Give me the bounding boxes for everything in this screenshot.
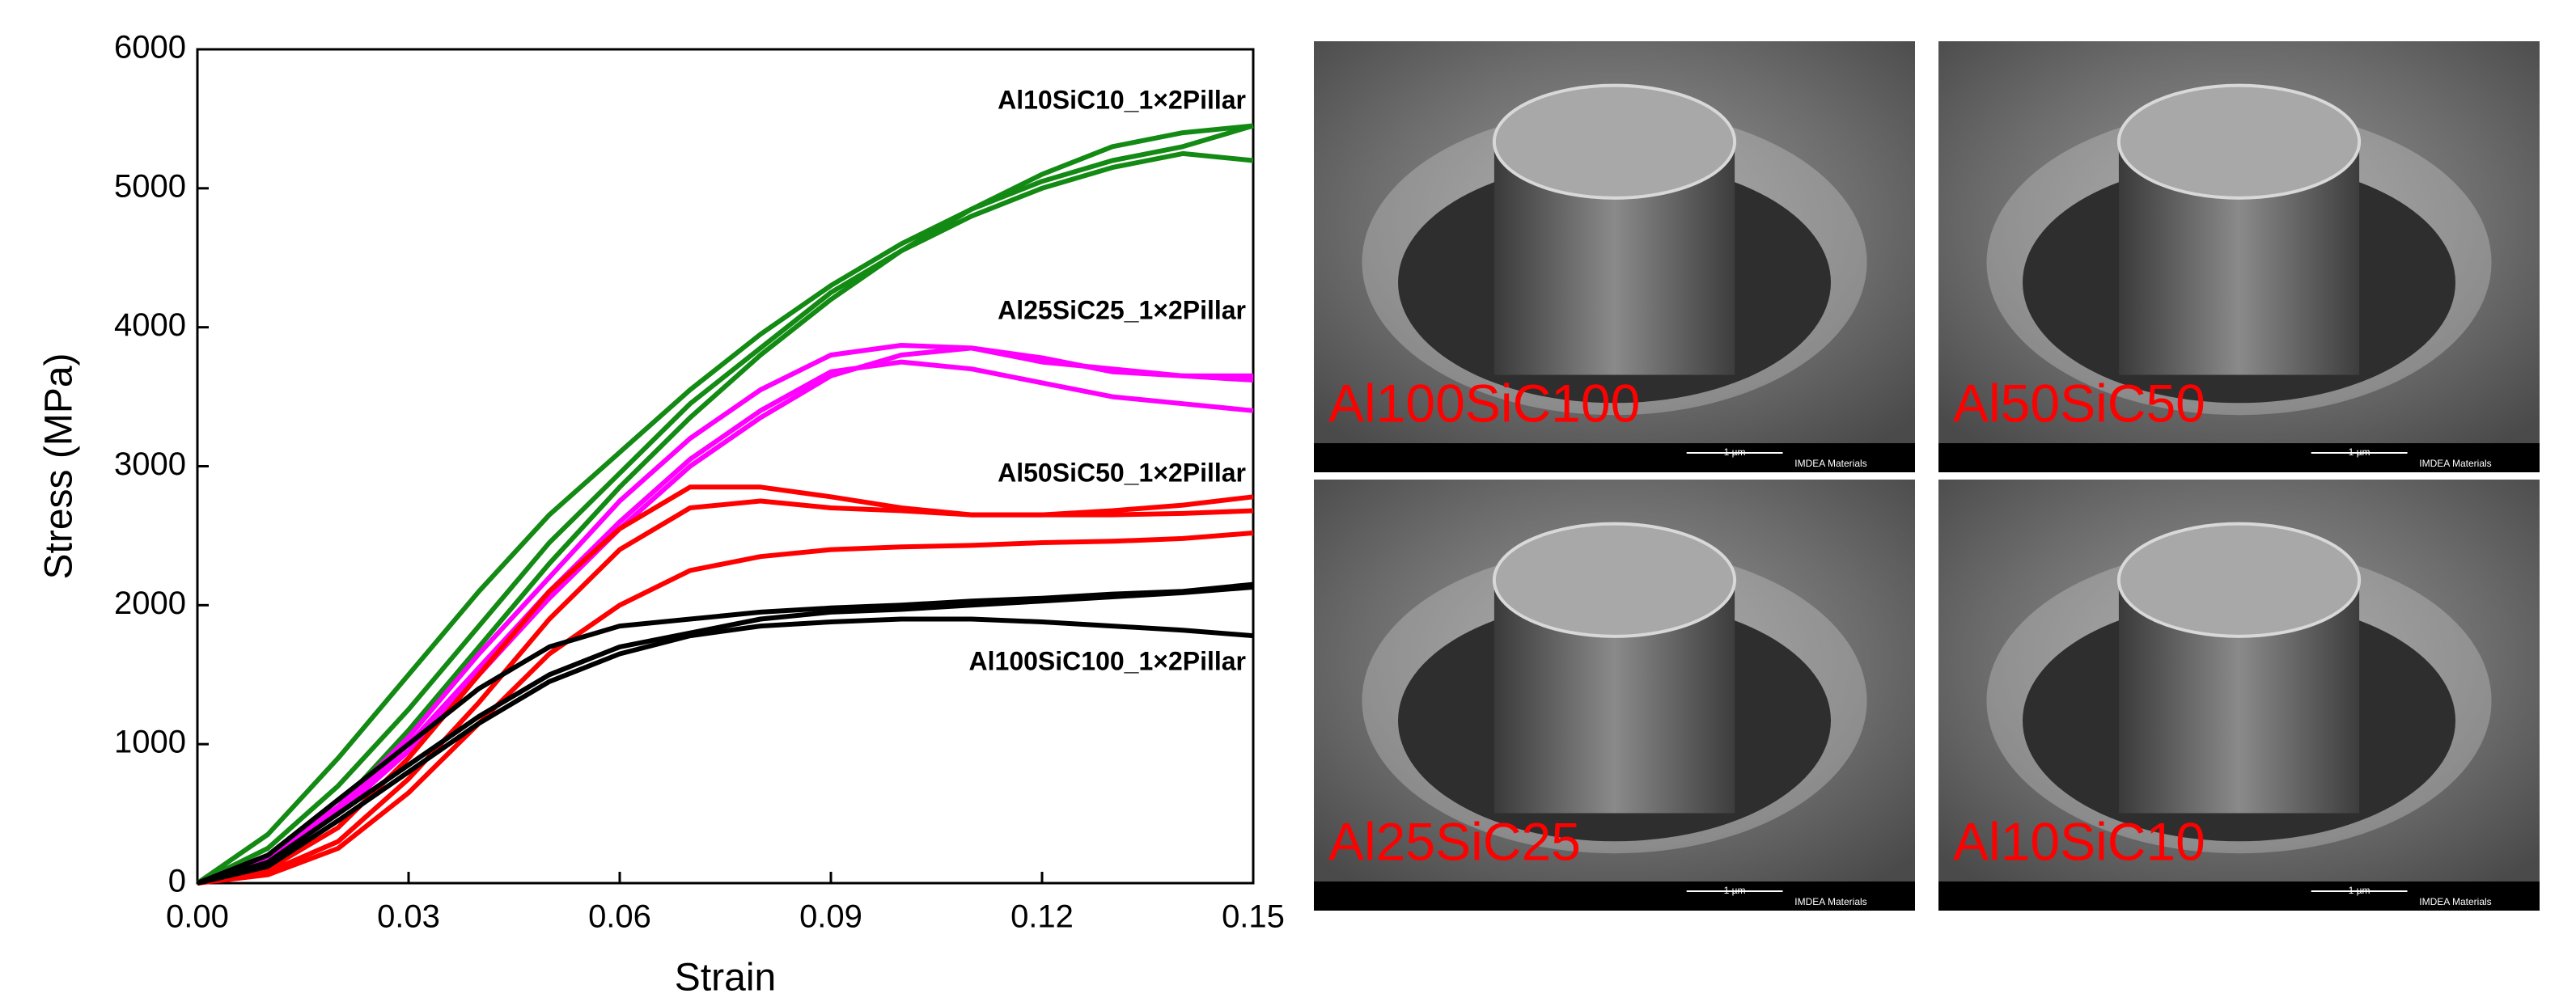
sem-panel: Al10SiC10 1 µm IMDEA Materials bbox=[1938, 480, 2540, 911]
stress-curve bbox=[196, 150, 1254, 886]
stress-curve bbox=[196, 359, 1254, 886]
curve-label: Al50SiC50_1×2Pillar bbox=[998, 458, 1246, 487]
y-tick-label: 0 bbox=[168, 864, 186, 899]
info-bar bbox=[1314, 882, 1915, 911]
stress-curve bbox=[197, 498, 1254, 886]
info-footer: IMDEA Materials bbox=[2419, 896, 2491, 907]
sem-panel: Al100SiC100 1 µm IMDEA Materials bbox=[1314, 41, 1915, 472]
x-tick-label: 0.06 bbox=[588, 899, 651, 935]
pillar-top bbox=[2116, 83, 2362, 200]
pillar-top bbox=[1492, 83, 1737, 200]
info-footer: IMDEA Materials bbox=[2419, 458, 2491, 469]
panel-label: Al25SiC25 bbox=[1328, 811, 1581, 871]
stress-curve bbox=[196, 581, 1254, 886]
x-tick-label: 0.09 bbox=[799, 899, 862, 935]
y-tick-label: 1000 bbox=[114, 725, 186, 760]
panel-label: Al10SiC10 bbox=[1953, 811, 2205, 871]
y-tick-label: 4000 bbox=[114, 307, 186, 343]
info-bar bbox=[1938, 882, 2540, 911]
scale-bar-label: 1 µm bbox=[2349, 446, 2371, 458]
stress-curve bbox=[197, 585, 1254, 886]
panel-label: Al100SiC100 bbox=[1328, 373, 1640, 433]
scale-bar-label: 1 µm bbox=[2349, 885, 2371, 896]
y-axis-title: Stress (MPa) bbox=[38, 353, 81, 579]
x-tick-label: 0.00 bbox=[166, 899, 229, 935]
curve-label: Al25SiC25_1×2Pillar bbox=[998, 295, 1246, 324]
curve-label: Al100SiC100_1×2Pillar bbox=[969, 646, 1246, 675]
pillar-top bbox=[1492, 522, 1737, 638]
x-tick-label: 0.12 bbox=[1010, 899, 1074, 935]
x-axis-title: Strain bbox=[675, 957, 776, 1000]
y-tick-label: 5000 bbox=[114, 168, 186, 204]
y-tick-label: 3000 bbox=[114, 446, 186, 482]
stress-curve bbox=[197, 531, 1254, 886]
y-tick-label: 6000 bbox=[114, 30, 186, 66]
info-footer: IMDEA Materials bbox=[1794, 896, 1866, 907]
sem-panel: Al25SiC25 1 µm IMDEA Materials bbox=[1314, 480, 1915, 911]
curve-label: Al10SiC10_1×2Pillar bbox=[998, 85, 1246, 114]
x-tick-label: 0.15 bbox=[1222, 899, 1285, 935]
pillar-top bbox=[2116, 522, 2362, 638]
panel-label: Al50SiC50 bbox=[1953, 373, 2205, 433]
stress-curve bbox=[196, 123, 1254, 886]
x-tick-label: 0.03 bbox=[377, 899, 440, 935]
y-tick-label: 2000 bbox=[114, 586, 186, 621]
stress-curve bbox=[197, 345, 1253, 886]
sem-panel: Al50SiC50 1 µm IMDEA Materials bbox=[1938, 41, 2540, 472]
info-bar bbox=[1938, 443, 2540, 472]
info-bar bbox=[1314, 443, 1915, 472]
stress-curve bbox=[197, 616, 1254, 886]
scale-bar-label: 1 µm bbox=[1724, 885, 1746, 896]
scale-bar-label: 1 µm bbox=[1724, 446, 1746, 458]
stress-curve bbox=[196, 123, 1254, 886]
info-footer: IMDEA Materials bbox=[1794, 458, 1866, 469]
